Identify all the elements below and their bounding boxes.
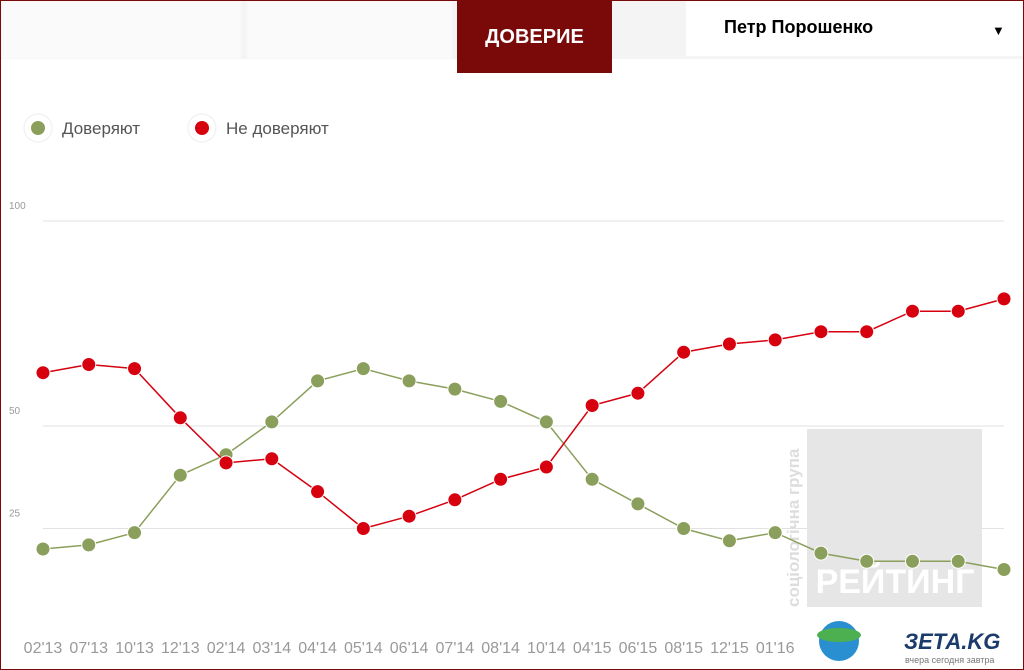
data-point <box>630 496 646 512</box>
x-tick-label: 06'14 <box>390 640 429 657</box>
data-point <box>310 484 326 500</box>
data-point <box>767 332 783 348</box>
data-point <box>218 455 234 471</box>
data-point <box>859 553 875 569</box>
data-point <box>35 365 51 381</box>
legend-label: Не доверяют <box>226 119 329 138</box>
x-tick-label: 07'14 <box>436 640 475 657</box>
y-tick-label: 50 <box>9 406 21 417</box>
data-point <box>81 537 97 553</box>
data-point <box>630 385 646 401</box>
x-tick-label: 03'14 <box>252 640 291 657</box>
x-tick-label: 07'13 <box>69 640 108 657</box>
data-point <box>950 553 966 569</box>
series-line <box>42 367 1005 571</box>
y-tick-label: 100 <box>9 201 26 212</box>
data-point <box>264 451 280 467</box>
logo-name: ЗЕТА.KG <box>904 629 1000 654</box>
data-point <box>904 303 920 319</box>
data-point <box>127 361 143 377</box>
data-point <box>950 303 966 319</box>
data-point <box>538 414 554 430</box>
x-tick-label: 08'15 <box>664 640 703 657</box>
chart: 100 50 25 РЕЙТИНГ соціологічна група Доверяют… <box>9 113 1023 669</box>
data-point <box>493 471 509 487</box>
watermark-vertical: соціологічна група <box>784 448 803 607</box>
dropdown[interactable]: Петр Порошенко ▼ <box>686 1 1023 56</box>
data-point <box>127 525 143 541</box>
data-point <box>401 373 417 389</box>
dropdown-arrow: ▼ <box>992 23 1005 38</box>
data-point <box>355 361 371 377</box>
data-point <box>493 393 509 409</box>
active-tab[interactable]: ДОВЕРИЕ <box>457 1 612 73</box>
data-point <box>676 521 692 536</box>
data-point <box>447 381 463 397</box>
data-point <box>447 492 463 508</box>
logo-swoosh <box>817 628 861 642</box>
x-tick-label: 04'14 <box>298 640 337 657</box>
data-point <box>584 471 600 487</box>
data-point <box>310 373 326 389</box>
x-tick-label: 12'15 <box>710 640 749 657</box>
data-point <box>813 324 829 340</box>
data-point <box>721 336 737 352</box>
x-tick-label: 02'14 <box>207 640 246 657</box>
data-point <box>813 545 829 561</box>
x-tick-label: 08'14 <box>481 640 520 657</box>
y-tick-label: 25 <box>9 509 21 520</box>
legend-marker <box>195 121 209 135</box>
data-point <box>996 562 1012 577</box>
series-line <box>42 298 1005 530</box>
data-point <box>264 414 280 430</box>
legend-marker <box>31 121 45 135</box>
data-point <box>904 553 920 569</box>
x-tick-label: 10'14 <box>527 640 566 657</box>
data-point <box>584 398 600 413</box>
watermark-box <box>807 429 982 607</box>
x-tick-label: 10'13 <box>115 640 154 657</box>
data-point <box>721 533 737 549</box>
data-point <box>81 357 97 372</box>
data-point <box>996 291 1012 307</box>
x-tick-label: 05'14 <box>344 640 383 657</box>
x-tick-label: 01'16 <box>756 640 795 657</box>
watermark-text: РЕЙТИНГ <box>816 562 975 601</box>
logo-slogan: вчера сегодня завтра <box>905 655 994 665</box>
legend-label: Доверяют <box>62 119 140 138</box>
data-point <box>859 324 875 340</box>
x-tick-label: 06'15 <box>619 640 658 657</box>
x-tick-label: 02'13 <box>24 640 63 657</box>
x-tick-label: 04'15 <box>573 640 612 657</box>
x-tick-label: 12'13 <box>161 640 200 657</box>
data-point <box>172 467 188 483</box>
data-point <box>676 344 692 360</box>
blurred-tab <box>247 1 452 59</box>
blurred-tab <box>1 1 241 59</box>
data-point <box>767 525 783 541</box>
data-point <box>538 459 554 475</box>
data-point <box>172 410 188 426</box>
data-point <box>401 508 417 524</box>
data-point <box>355 521 371 536</box>
data-point <box>35 541 51 557</box>
dropdown-label: Петр Порошенко <box>724 17 874 37</box>
